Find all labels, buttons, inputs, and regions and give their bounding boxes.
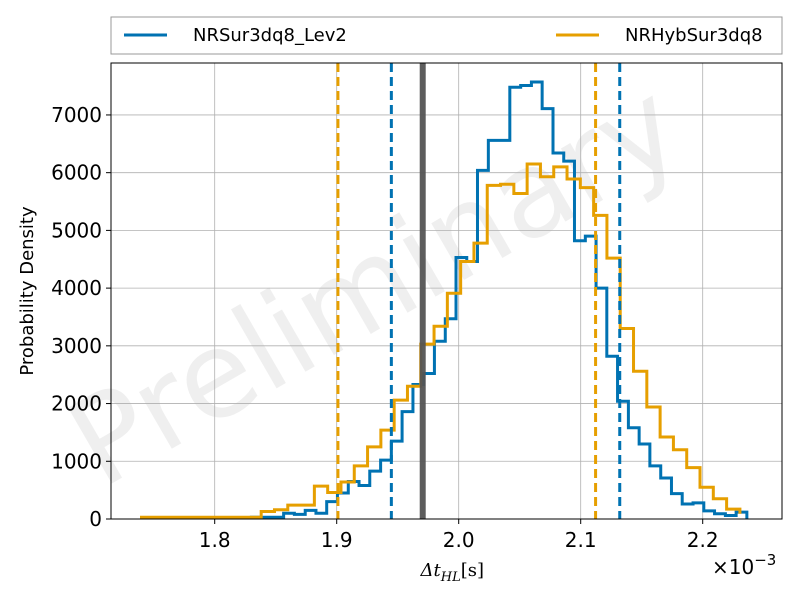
x-axis-label: ΔtHL[s]	[420, 560, 485, 585]
y-tick-label: 6000	[51, 161, 102, 185]
x-tick-label: 1.8	[199, 528, 231, 552]
legend-label-series-2: NRHybSur3dq8	[625, 25, 763, 46]
y-tick-label: 5000	[51, 218, 102, 242]
x-tick-label: 2.0	[443, 528, 475, 552]
x-tick-label: 2.1	[565, 528, 597, 552]
y-tick-label: 0	[89, 507, 102, 531]
legend-box	[110, 16, 783, 55]
x-tick-label: 1.9	[321, 528, 353, 552]
y-tick-label: 2000	[51, 392, 102, 416]
plot-area	[111, 63, 782, 519]
axes-frame	[110, 62, 783, 520]
y-tick-label: 1000	[51, 449, 102, 473]
series-layer	[140, 80, 749, 519]
y-axis-label: Probability Density	[17, 206, 38, 376]
y-tick-label: 4000	[51, 276, 102, 300]
legend-label-series-1: NRSur3dq8_Lev2	[193, 25, 347, 46]
x-tick-label: 2.2	[687, 528, 719, 552]
y-tick-label: 3000	[51, 334, 102, 358]
histogram-series-2	[140, 162, 742, 519]
x-offset-text: ×10−3	[712, 551, 776, 579]
y-tick-label: 7000	[51, 103, 102, 127]
